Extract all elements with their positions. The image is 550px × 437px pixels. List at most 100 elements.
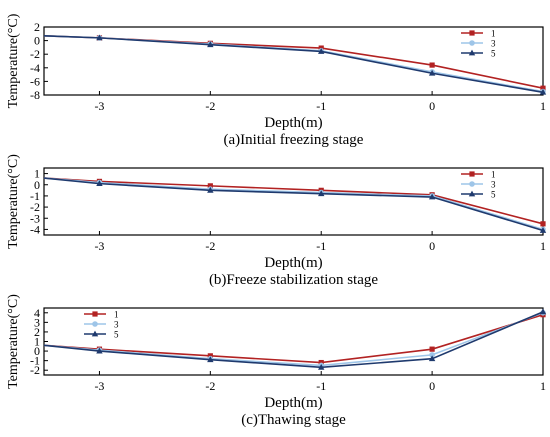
data-point bbox=[540, 85, 546, 91]
x-tick-label: 0 bbox=[429, 239, 435, 253]
y-tick-label: -4 bbox=[30, 61, 40, 75]
legend-label: 5 bbox=[114, 330, 119, 340]
y-tick-label: -3 bbox=[30, 211, 40, 225]
x-tick-label: 1 bbox=[540, 99, 546, 113]
data-point bbox=[318, 363, 325, 370]
legend-marker bbox=[469, 40, 475, 46]
legend-label: 1 bbox=[491, 170, 496, 180]
legend-label: 5 bbox=[491, 190, 496, 200]
legend-label: 1 bbox=[114, 310, 119, 320]
legend-label: 1 bbox=[491, 29, 496, 39]
data-point bbox=[207, 186, 214, 193]
y-tick-label: 1 bbox=[34, 167, 40, 181]
series-line-3 bbox=[43, 177, 544, 231]
y-tick-label: -2 bbox=[30, 200, 40, 214]
data-point bbox=[207, 41, 214, 48]
legend-label: 5 bbox=[491, 49, 496, 59]
data-point bbox=[318, 359, 324, 366]
data-point bbox=[539, 227, 547, 233]
y-axis-label: Temperature(°C) bbox=[6, 13, 21, 108]
legend-marker bbox=[92, 321, 98, 327]
data-point bbox=[96, 34, 103, 41]
y-tick-label: 4 bbox=[34, 306, 40, 320]
x-tick-label: -2 bbox=[205, 99, 215, 113]
x-axis-label: Depth(m) bbox=[264, 115, 322, 131]
x-tick-label: -1 bbox=[316, 99, 326, 113]
x-tick-label: -2 bbox=[205, 239, 215, 253]
legend: 135 bbox=[84, 310, 119, 340]
plot-frame bbox=[43, 167, 544, 236]
x-axis-label: Depth(m) bbox=[264, 395, 322, 411]
legend-label: 3 bbox=[114, 320, 119, 330]
legend-marker bbox=[92, 311, 98, 317]
x-tick-label: -3 bbox=[94, 239, 104, 253]
data-point bbox=[429, 352, 435, 358]
y-tick-label: 2 bbox=[34, 20, 40, 34]
y-tick-label: 3 bbox=[34, 315, 40, 329]
chart-panel-1: -3 -2 -1 0 120-2-4-6-8Temperature(°C)Depth(m… bbox=[6, 13, 547, 148]
legend-marker bbox=[469, 30, 475, 36]
data-point bbox=[428, 69, 436, 76]
legend-marker bbox=[468, 49, 476, 56]
series-line-5 bbox=[43, 177, 544, 232]
legend-marker bbox=[468, 190, 476, 197]
y-axis-label: Temperature(°C) bbox=[6, 154, 21, 249]
chart-panel-3: -3 -2 -1 0 143210-1-2Temperature(°C)Depth(m)… bbox=[6, 294, 547, 428]
panel-title: (c)Thawing stage bbox=[241, 412, 346, 428]
series-line-5 bbox=[43, 311, 544, 369]
y-tick-label: -8 bbox=[30, 88, 40, 102]
series-line-1 bbox=[43, 177, 544, 225]
data-point bbox=[207, 183, 213, 189]
legend-label: 3 bbox=[491, 39, 496, 49]
y-tick-label: 0 bbox=[34, 178, 40, 192]
y-tick-label: -2 bbox=[30, 363, 40, 377]
x-tick-label: 0 bbox=[429, 379, 435, 393]
data-point bbox=[96, 180, 103, 187]
data-point bbox=[318, 48, 325, 54]
x-tick-label: -1 bbox=[316, 239, 326, 253]
panel-title: (b)Freeze stabilization stage bbox=[209, 272, 378, 288]
data-point bbox=[96, 347, 103, 354]
plot-frame bbox=[43, 26, 544, 96]
y-tick-label: 0 bbox=[34, 34, 40, 48]
legend-marker bbox=[469, 171, 475, 177]
data-point bbox=[207, 353, 213, 359]
y-tick-label: -1 bbox=[30, 354, 40, 368]
data-point bbox=[318, 190, 325, 197]
data-point bbox=[428, 355, 436, 362]
series-line-3 bbox=[43, 312, 544, 367]
series-line-3 bbox=[43, 35, 544, 93]
x-tick-label: -3 bbox=[94, 379, 104, 393]
x-axis-label: Depth(m) bbox=[264, 255, 322, 271]
legend: 135 bbox=[461, 170, 496, 200]
series-line-5 bbox=[43, 35, 544, 94]
x-tick-label: 0 bbox=[429, 99, 435, 113]
x-tick-label: -3 bbox=[94, 99, 104, 113]
chart-panel-2: -3 -2 -1 0 110-1-2-3-4Temperature(°C)Depth(m… bbox=[6, 154, 547, 288]
data-point bbox=[429, 62, 435, 68]
series-line-1 bbox=[43, 313, 544, 364]
x-tick-label: 1 bbox=[540, 239, 546, 253]
legend-marker bbox=[469, 181, 475, 187]
data-point bbox=[539, 308, 547, 315]
x-tick-label: 1 bbox=[540, 379, 546, 393]
data-point bbox=[539, 88, 547, 95]
y-axis-label: Temperature(°C) bbox=[6, 294, 21, 389]
legend: 135 bbox=[461, 29, 496, 59]
y-tick-label: 0 bbox=[34, 344, 40, 358]
y-tick-label: -1 bbox=[30, 189, 40, 203]
legend-label: 3 bbox=[491, 180, 496, 190]
data-point bbox=[429, 346, 435, 352]
data-point bbox=[428, 193, 436, 200]
data-point bbox=[540, 221, 546, 227]
panel-title: (a)Initial freezing stage bbox=[224, 132, 364, 148]
y-tick-label: -6 bbox=[30, 74, 40, 88]
x-tick-label: -2 bbox=[205, 379, 215, 393]
y-tick-label: -4 bbox=[30, 222, 40, 236]
legend-marker bbox=[91, 330, 99, 337]
y-tick-label: 1 bbox=[34, 335, 40, 349]
y-tick-label: 2 bbox=[34, 325, 40, 339]
y-tick-label: -2 bbox=[30, 47, 40, 61]
x-tick-label: -1 bbox=[316, 379, 326, 393]
